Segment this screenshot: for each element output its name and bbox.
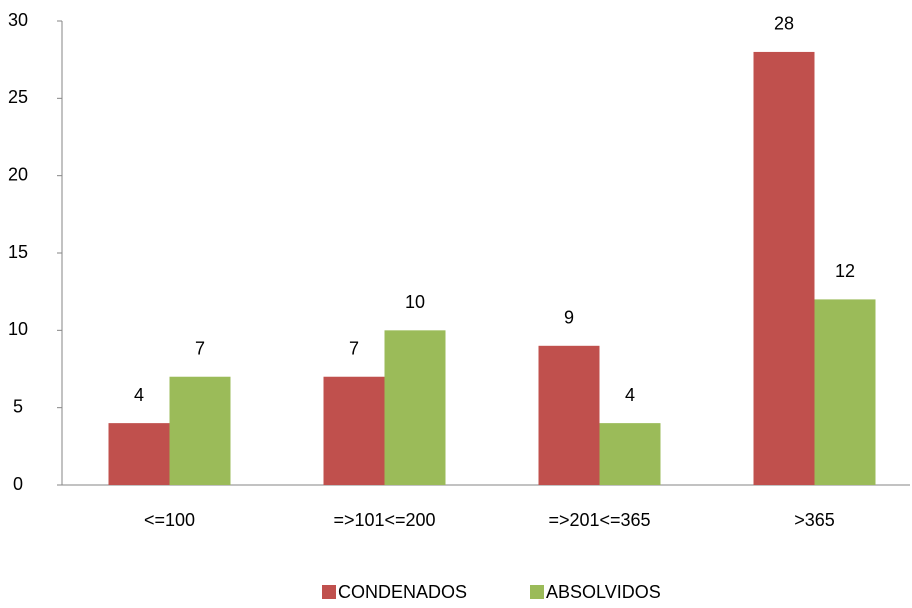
bar xyxy=(753,51,815,485)
data-label: 4 xyxy=(134,385,144,405)
data-label: 7 xyxy=(349,338,359,358)
x-tick-label: =>201<=365 xyxy=(548,510,650,530)
y-tick-label: 25 xyxy=(8,87,28,107)
data-label: 28 xyxy=(774,14,794,34)
x-tick-label: <=100 xyxy=(144,510,195,530)
bar xyxy=(108,423,170,485)
y-tick-label: 5 xyxy=(13,396,23,416)
data-label: 4 xyxy=(625,385,635,405)
bar xyxy=(169,376,231,485)
x-tick-label: =>101<=200 xyxy=(333,510,435,530)
data-label: 12 xyxy=(835,261,855,281)
data-label: 9 xyxy=(564,308,574,328)
legend-swatch xyxy=(530,585,544,599)
bar xyxy=(814,299,876,485)
bar xyxy=(323,376,385,485)
legend-label: CONDENADOS xyxy=(338,582,467,602)
bar xyxy=(384,330,446,485)
bar xyxy=(538,345,600,485)
data-label: 7 xyxy=(195,338,205,358)
y-tick-label: 10 xyxy=(8,319,28,339)
bar xyxy=(599,423,661,485)
y-tick-label: 30 xyxy=(8,10,28,30)
x-tick-label: >365 xyxy=(794,510,835,530)
y-tick-label: 0 xyxy=(13,474,23,494)
legend-label: ABSOLVIDOS xyxy=(546,582,661,602)
y-tick-label: 15 xyxy=(8,242,28,262)
data-label: 10 xyxy=(405,292,425,312)
y-tick-label: 20 xyxy=(8,164,28,184)
legend-swatch xyxy=(322,585,336,599)
